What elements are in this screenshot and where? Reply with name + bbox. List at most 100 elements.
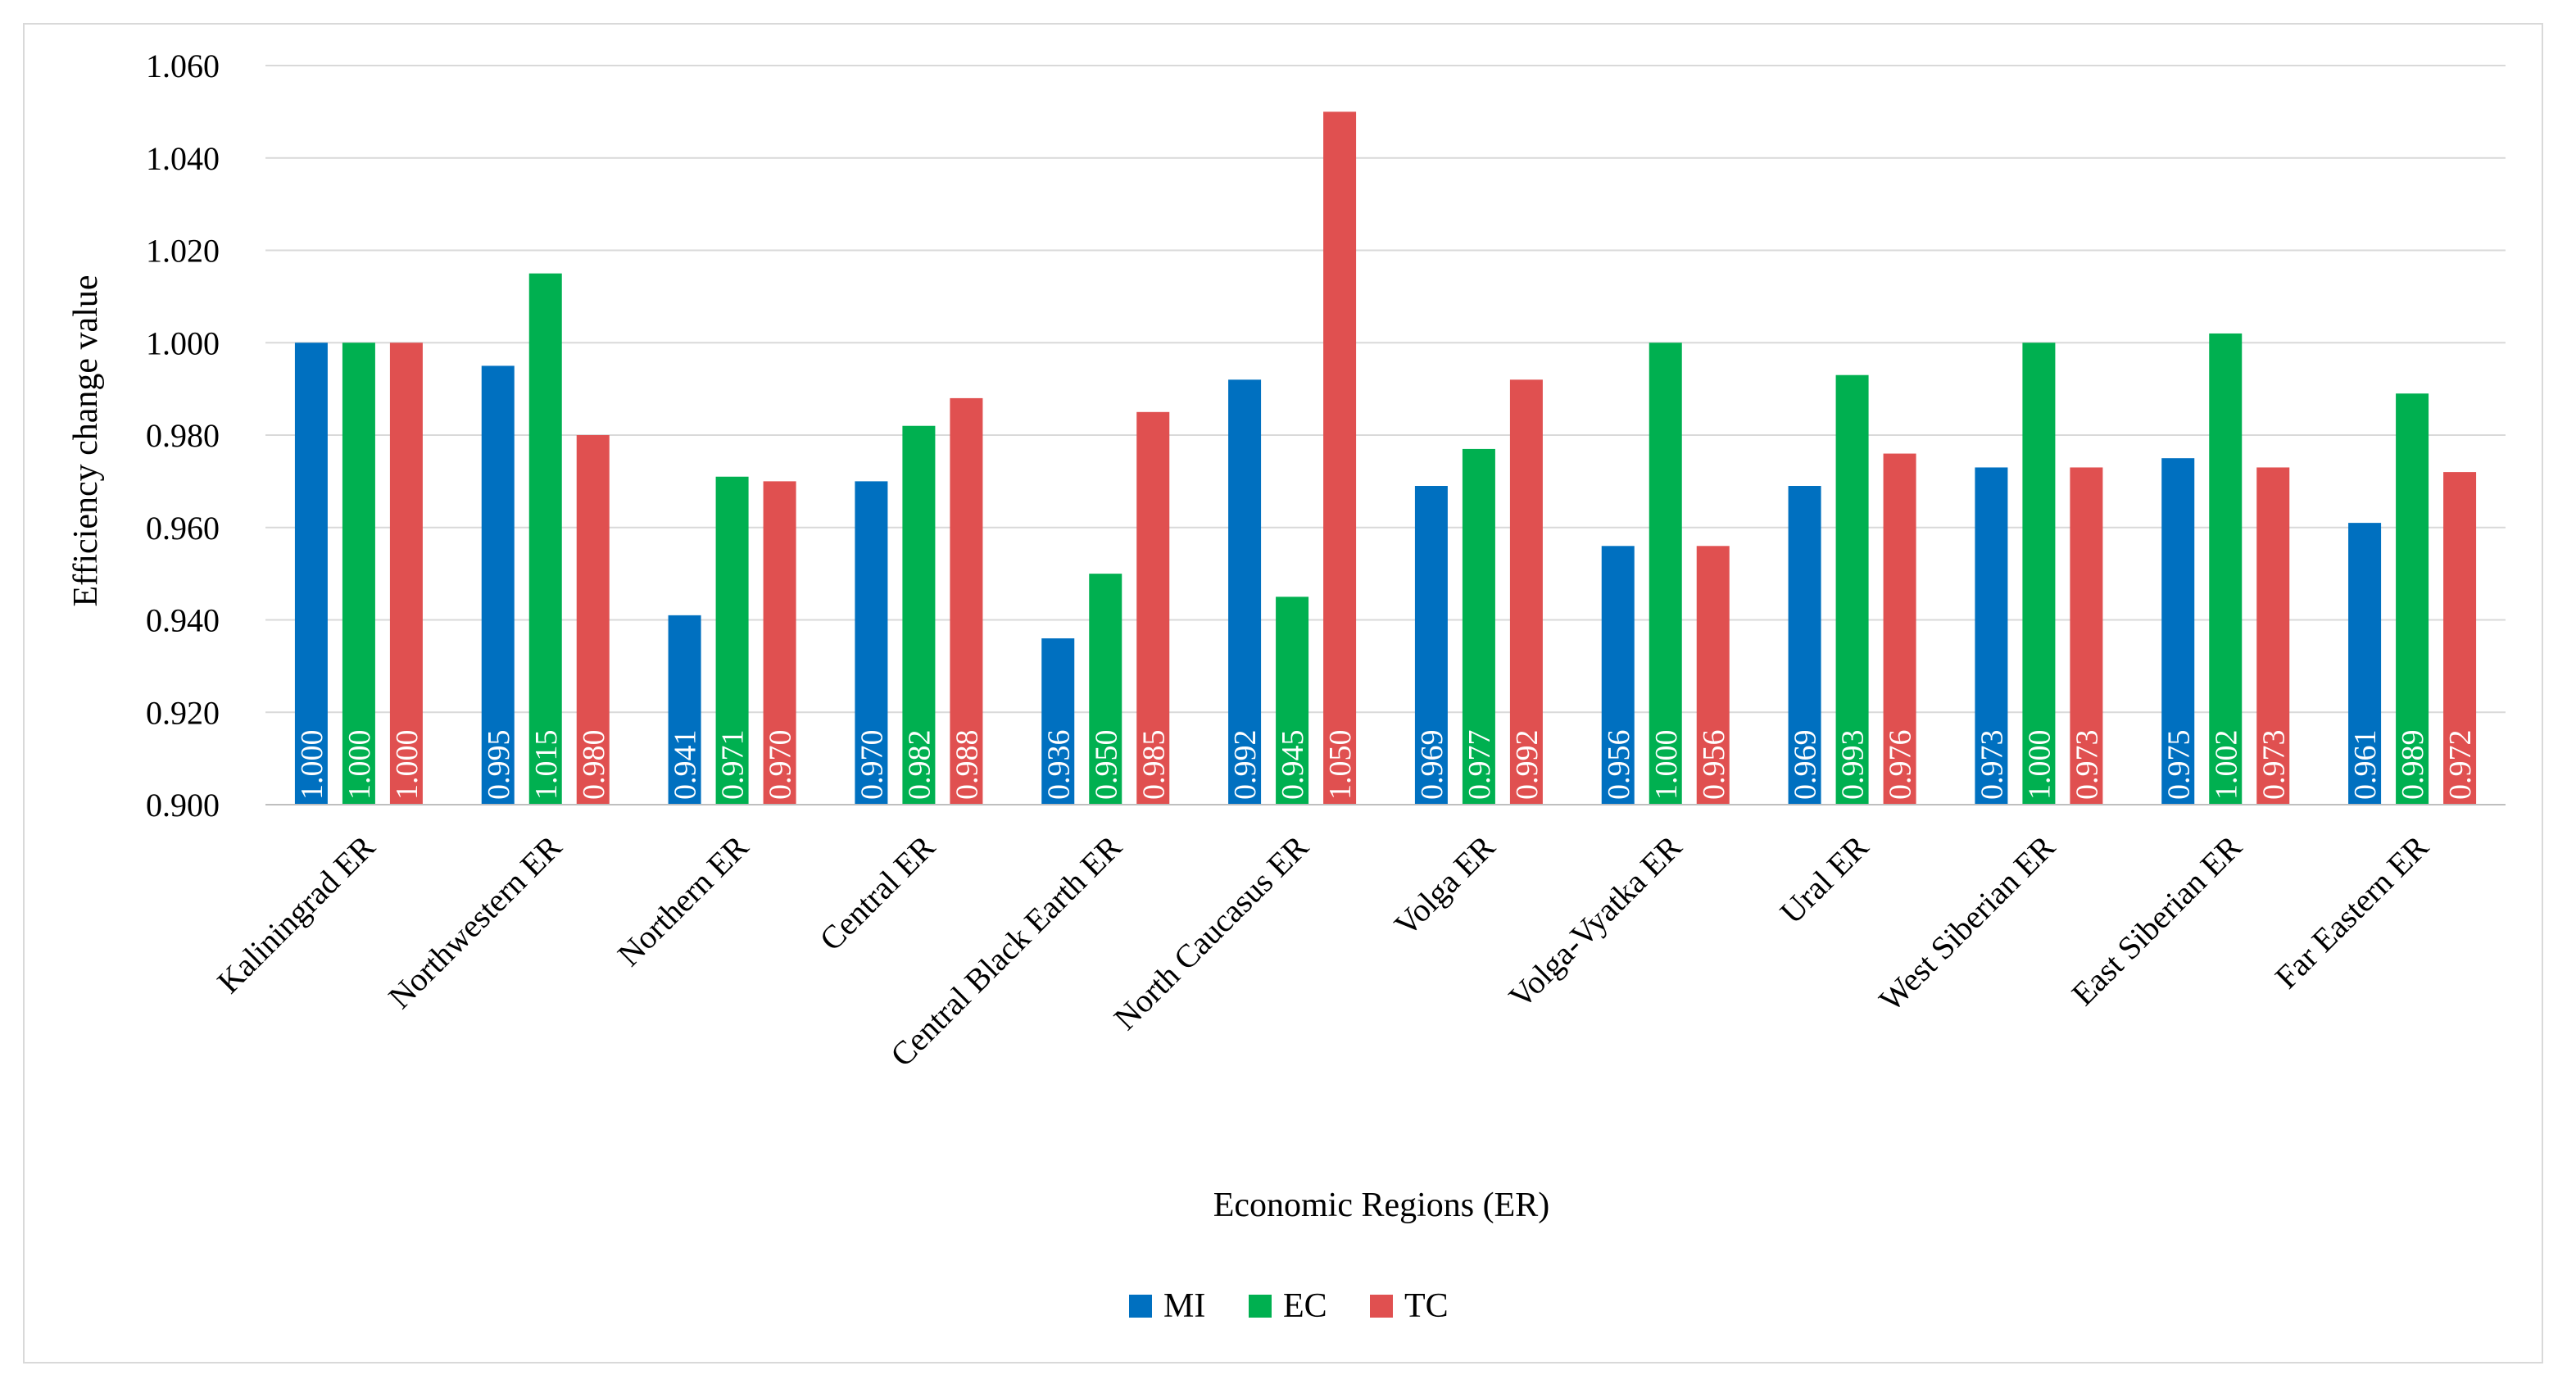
bar-mi xyxy=(1975,467,2008,805)
x-category-label: West Siberian ER xyxy=(1872,828,2062,1018)
bar-data-label: 0.950 xyxy=(1089,730,1123,801)
bar-tc xyxy=(2443,472,2477,805)
bar-mi xyxy=(2161,458,2195,805)
bar-data-label: 0.941 xyxy=(669,730,703,801)
y-axis-title: Efficiency change value xyxy=(67,275,105,606)
y-tick-label: 0.960 xyxy=(146,510,220,547)
bar-mi xyxy=(668,615,701,805)
bar-data-label: 0.973 xyxy=(2256,730,2291,801)
bar-data-label: 0.989 xyxy=(2396,730,2430,801)
bar-data-label: 0.982 xyxy=(902,730,937,801)
bar-ec xyxy=(1649,343,1682,805)
x-category-label: Far Eastern ER xyxy=(2268,828,2436,996)
bar-data-label: 0.970 xyxy=(855,730,889,801)
bar-mi xyxy=(1228,379,1262,805)
bar-data-label: 1.000 xyxy=(2022,730,2057,801)
bar-mi xyxy=(1041,638,1075,805)
bar-data-label: 0.961 xyxy=(2348,730,2383,801)
legend-swatch-ec xyxy=(1249,1295,1272,1318)
x-category-label: Ural ER xyxy=(1773,828,1876,931)
bar-tc xyxy=(1136,411,1170,805)
x-axis-title: Economic Regions (ER) xyxy=(1213,1187,1550,1224)
y-tick-labels: 0.900 0.920 0.940 0.960 0.980 1.000 1.020 1.040… xyxy=(146,48,220,824)
bar-data-label: 1.000 xyxy=(295,730,329,801)
bar-data-labels: 1.000 1.000 1.000 0.995 1.015 0.980 0.941 0.971… xyxy=(295,730,2478,801)
bar-tc xyxy=(950,397,983,805)
bar-data-label: 1.000 xyxy=(342,730,377,801)
legend-label-mi: MI xyxy=(1163,1287,1205,1325)
bar-data-label: 1.050 xyxy=(1323,730,1358,801)
bar-tc xyxy=(2070,467,2103,805)
bar-data-label: 0.945 xyxy=(1276,730,1310,801)
bar-data-label: 0.995 xyxy=(482,730,516,801)
bars xyxy=(294,111,2477,805)
bar-ec xyxy=(2396,393,2429,805)
y-tick-label: 0.940 xyxy=(146,602,220,639)
bar-tc xyxy=(576,435,610,805)
bar-data-label: 0.956 xyxy=(1697,730,1731,801)
y-tick-label: 1.000 xyxy=(146,324,220,361)
bar-ec xyxy=(528,273,562,805)
x-category-label: East Siberian ER xyxy=(2065,828,2249,1012)
bar-mi xyxy=(1601,546,1635,805)
bar-data-label: 1.000 xyxy=(1649,730,1684,801)
x-category-label: Kaliningrad ER xyxy=(210,828,382,1000)
bar-tc xyxy=(1509,379,1543,805)
x-category-label: Central ER xyxy=(812,828,942,958)
bar-mi xyxy=(2348,523,2382,805)
bar-ec xyxy=(2022,343,2056,805)
legend-swatch-mi xyxy=(1129,1295,1152,1318)
bar-ec xyxy=(1462,448,1495,805)
gridlines xyxy=(265,65,2506,714)
y-tick-label: 1.040 xyxy=(146,140,220,177)
bar-tc xyxy=(389,343,423,805)
bar-ec xyxy=(1276,597,1309,805)
x-category-label: North Caucasus ER xyxy=(1107,828,1316,1037)
bar-data-label: 0.976 xyxy=(1884,730,1918,801)
bar-data-label: 0.993 xyxy=(1836,730,1871,801)
bar-ec xyxy=(342,343,375,805)
y-tick-label: 1.020 xyxy=(146,233,220,270)
bar-data-label: 0.977 xyxy=(1463,730,1497,801)
bar-data-label: 0.992 xyxy=(1228,730,1263,801)
bar-data-label: 0.969 xyxy=(1789,730,1823,801)
bar-mi xyxy=(481,365,515,805)
bar-mi xyxy=(1788,486,1821,805)
bar-mi xyxy=(294,343,328,805)
bar-ec xyxy=(902,425,936,805)
bar-data-label: 1.000 xyxy=(390,730,424,801)
bar-mi xyxy=(855,481,888,805)
bar-data-label: 0.980 xyxy=(577,730,611,801)
bar-tc xyxy=(2256,467,2290,805)
legend-label-ec: EC xyxy=(1283,1287,1327,1325)
bar-tc xyxy=(763,481,796,805)
x-category-label: Volga-Vyatka ER xyxy=(1502,828,1689,1015)
bar-data-label: 1.015 xyxy=(529,730,564,801)
bar-data-label: 0.969 xyxy=(1415,730,1449,801)
y-tick-label: 1.060 xyxy=(146,48,220,84)
bar-tc xyxy=(1696,546,1730,805)
legend-swatch-tc xyxy=(1370,1295,1393,1318)
bar-ec xyxy=(1835,374,1869,805)
bar-data-label: 0.971 xyxy=(716,730,751,801)
bar-data-label: 0.988 xyxy=(950,730,984,801)
bar-tc xyxy=(1323,111,1357,805)
bar-data-label: 0.956 xyxy=(1602,730,1636,801)
bar-data-label: 0.973 xyxy=(2070,730,2104,801)
bar-data-label: 0.975 xyxy=(2161,730,2196,801)
legend-label-tc: TC xyxy=(1404,1287,1449,1325)
x-category-label: Northwestern ER xyxy=(381,828,569,1015)
bar-ec xyxy=(2209,333,2243,805)
y-tick-label: 0.900 xyxy=(146,787,220,824)
y-tick-label: 0.980 xyxy=(146,417,220,454)
bar-ec xyxy=(1089,574,1122,805)
bar-data-label: 0.936 xyxy=(1041,730,1076,801)
legend: MI EC TC xyxy=(1129,1287,1449,1325)
bar-ec xyxy=(715,476,749,805)
bar-data-label: 0.970 xyxy=(764,730,798,800)
bar-mi xyxy=(1414,486,1448,805)
x-category-label: Northern ER xyxy=(610,828,755,973)
x-category-label: Volga ER xyxy=(1387,828,1503,943)
